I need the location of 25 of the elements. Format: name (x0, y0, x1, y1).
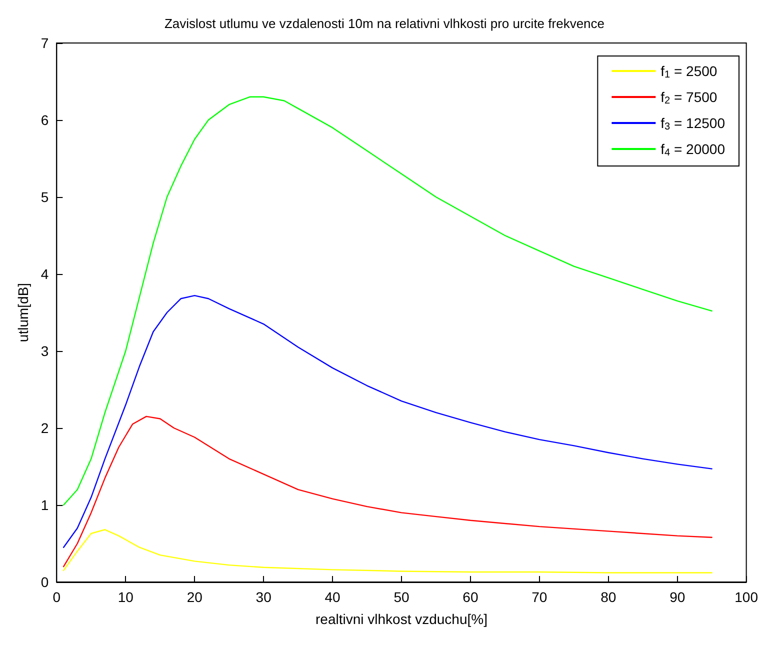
x-tick-label: 10 (118, 589, 134, 605)
x-tick-label: 30 (256, 589, 272, 605)
y-axis-title: utlum[dB] (15, 282, 31, 342)
x-tick-label: 20 (186, 589, 203, 605)
chart-title: Zavislost utlumu ve vzdalenosti 10m na relativni vlhkosti pro urcite frekvence (164, 16, 605, 31)
x-tick-label: 50 (394, 589, 410, 605)
x-tick-label: 0 (52, 589, 61, 605)
x-axis-title: realtivni vlhkost vzduchu[%] (316, 611, 488, 627)
x-tick-label: 100 (734, 589, 758, 605)
y-tick-label: 6 (40, 112, 49, 128)
y-tick-label: 2 (40, 420, 49, 436)
y-tick-label: 7 (40, 35, 49, 51)
line-series (62, 416, 712, 568)
x-tick-label: 40 (324, 589, 341, 605)
y-tick-label: 0 (40, 574, 49, 590)
y-tick-label: 4 (40, 266, 49, 282)
x-tick-label: 60 (462, 589, 478, 605)
x-tick-label: 70 (532, 589, 548, 605)
line-series (62, 294, 712, 548)
x-tick-label: 90 (670, 589, 686, 605)
y-tick-label: 5 (40, 189, 49, 205)
y-tick-label: 1 (40, 497, 49, 513)
line-series (62, 529, 712, 574)
x-tick-label: 80 (600, 589, 616, 605)
y-tick-label: 3 (40, 343, 49, 359)
